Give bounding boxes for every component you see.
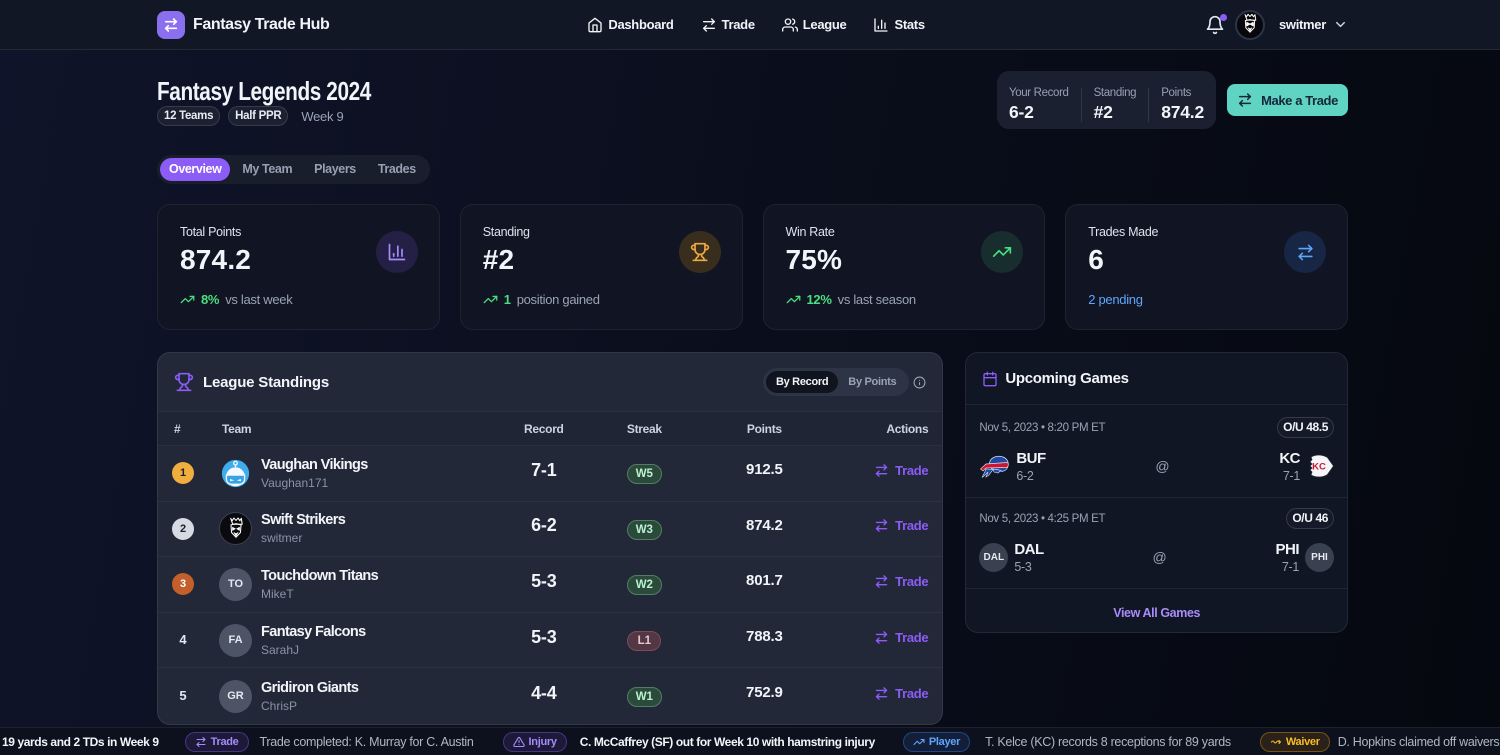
svg-text:KC: KC: [1312, 462, 1326, 473]
